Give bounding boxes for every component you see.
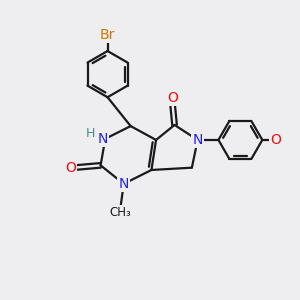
Text: N: N	[118, 177, 129, 191]
Text: N: N	[193, 133, 203, 147]
Text: O: O	[65, 161, 76, 175]
Text: Br: Br	[100, 28, 115, 42]
Text: O: O	[271, 133, 282, 147]
Text: N: N	[98, 132, 108, 146]
Text: CH₃: CH₃	[110, 206, 131, 218]
Text: O: O	[167, 91, 178, 105]
Text: H: H	[85, 127, 95, 140]
